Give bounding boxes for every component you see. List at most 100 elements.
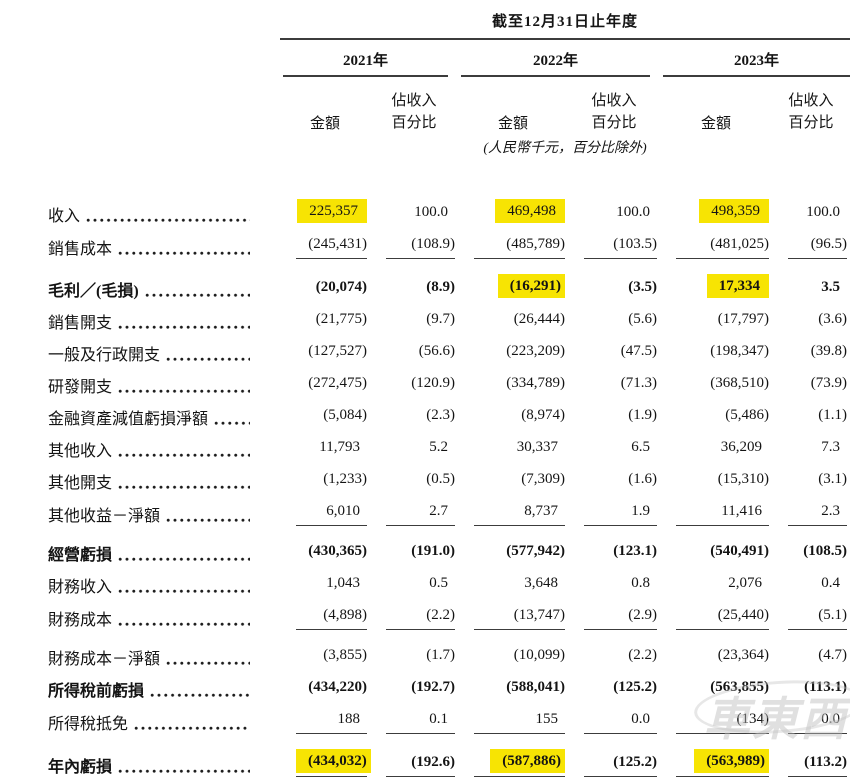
year-label: 2023年	[663, 49, 850, 77]
cell-value: (8.9)	[426, 279, 455, 295]
cell-value: (5.6)	[628, 311, 657, 327]
table-row: 其他收益－淨額 6,010 2.7 8,737 1.9 11,416 2.3	[48, 493, 850, 526]
row-label: 其他收入	[48, 443, 113, 460]
cell-value: (2.2)	[628, 647, 657, 663]
spacer-cell	[48, 39, 280, 77]
percent-cell: (2.2)	[568, 630, 660, 669]
row-label-cell: 年內虧損	[48, 734, 280, 777]
pct-subheader-line2: 百分比	[391, 115, 437, 131]
amount-cell: (16,291)	[458, 259, 568, 301]
cell-value: (0.5)	[426, 471, 455, 487]
cell-value: (71.3)	[620, 375, 657, 391]
amount-cell: 11,416	[660, 493, 772, 526]
amount-cell: (485,789)	[458, 226, 568, 259]
dot-leader	[118, 389, 250, 394]
amount-cell: (4,898)	[280, 597, 370, 630]
table-row: 銷售開支 (21,775) (9.7) (26,444) (5.6) (17,797) (3…	[48, 301, 850, 333]
period-header: 截至12月31日止年度	[280, 4, 850, 40]
spacer-cell	[48, 4, 280, 39]
table-row: 財務收入 1,043 0.5 3,648 0.8 2,076 0.4	[48, 565, 850, 597]
dot-leader	[118, 557, 250, 562]
percent-cell: 0.0	[568, 701, 660, 734]
dot-leader	[118, 325, 250, 330]
spacer-cell	[48, 77, 280, 134]
amount-cell: (577,942)	[458, 526, 568, 565]
cell-value: (9.7)	[426, 311, 455, 327]
cell-value: (2.9)	[628, 607, 657, 623]
percent-cell: (8.9)	[370, 259, 458, 301]
cell-value: (272,475)	[308, 375, 367, 391]
cell-value: (577,942)	[506, 543, 565, 559]
cell-value: (540,491)	[710, 543, 769, 559]
cell-value: (17,797)	[717, 311, 769, 327]
pct-subheader: 佔收入 百分比	[772, 77, 850, 134]
amount-cell: (8,974)	[458, 397, 568, 429]
row-label-cell: 研發開支	[48, 365, 280, 397]
row-label-cell: 其他收入	[48, 429, 280, 461]
dot-leader	[134, 726, 250, 731]
cell-value: (5.1)	[818, 607, 848, 623]
amount-cell: (272,475)	[280, 365, 370, 397]
percent-cell: (125.2)	[568, 734, 660, 777]
cell-value: 1.9	[631, 503, 650, 519]
cell-value: 0.5	[429, 575, 448, 591]
cell-value: (125.2)	[613, 754, 657, 770]
cell-value: (2.3)	[426, 407, 455, 423]
row-label-cell: 其他收益－淨額	[48, 493, 280, 526]
cell-value: (39.8)	[810, 343, 848, 359]
amount-subheader: 金額	[700, 116, 731, 132]
cell-value: (198,347)	[710, 343, 769, 359]
percent-cell: (3.1)	[772, 461, 850, 493]
table-row: 其他開支 (1,233) (0.5) (7,309) (1.6) (15,310) (3.1…	[48, 461, 850, 493]
row-label-cell: 收入	[48, 157, 280, 226]
cell-value: 7.3	[821, 439, 841, 455]
row-label: 所得稅抵免	[48, 716, 129, 733]
amount-cell: (563,989)	[660, 734, 772, 777]
cell-value: 225,357	[297, 199, 367, 223]
percent-cell: (191.0)	[370, 526, 458, 565]
percent-cell: (3.6)	[772, 301, 850, 333]
amount-cell: (13,747)	[458, 597, 568, 630]
amount-cell: (21,775)	[280, 301, 370, 333]
cell-value: 3,648	[524, 575, 558, 591]
row-label: 收入	[48, 208, 81, 225]
dot-leader	[118, 769, 250, 774]
row-label: 一般及行政開支	[48, 347, 161, 364]
cell-value: (96.5)	[810, 236, 848, 252]
cell-value: (1.7)	[426, 647, 455, 663]
amount-cell: (1,233)	[280, 461, 370, 493]
table-row: 一般及行政開支 (127,527) (56.6) (223,209) (47.5) (19…	[48, 333, 850, 365]
amount-cell: (368,510)	[660, 365, 772, 397]
amount-cell: (15,310)	[660, 461, 772, 493]
amount-cell: (434,220)	[280, 669, 370, 701]
dot-leader	[118, 589, 250, 594]
row-label-cell: 其他開支	[48, 461, 280, 493]
cell-value: (223,209)	[506, 343, 565, 359]
amount-cell: 498,359	[660, 157, 772, 226]
cell-value: (73.9)	[810, 375, 848, 391]
cell-value: (588,041)	[506, 679, 565, 695]
percent-cell: (125.2)	[568, 669, 660, 701]
amount-cell: (198,347)	[660, 333, 772, 365]
percent-cell: (1.9)	[568, 397, 660, 429]
table-row: 所得稅前虧損 (434,220) (192.7) (588,041) (125.2) (5…	[48, 669, 850, 701]
cell-value: (120.9)	[411, 375, 455, 391]
percent-cell: (56.6)	[370, 333, 458, 365]
cell-value: (1.6)	[628, 471, 657, 487]
table-row: 經營虧損 (430,365) (191.0) (577,942) (123.1) (540…	[48, 526, 850, 565]
year-label: 2021年	[283, 49, 448, 77]
cell-value: 11,416	[721, 503, 762, 519]
cell-value: (125.2)	[613, 679, 657, 695]
pct-subheader-line1: 佔收入	[591, 93, 637, 109]
percent-cell: 3.5	[772, 259, 850, 301]
amount-cell: (587,886)	[458, 734, 568, 777]
percent-cell: (3.5)	[568, 259, 660, 301]
dot-leader	[118, 485, 250, 490]
cell-value: (192.7)	[411, 679, 455, 695]
cell-value: 469,498	[495, 199, 565, 223]
amount-cell: (127,527)	[280, 333, 370, 365]
dot-leader	[166, 357, 250, 362]
cell-value: (47.5)	[620, 343, 657, 359]
cell-value: 0.8	[631, 575, 650, 591]
amount-cell: (23,364)	[660, 630, 772, 669]
